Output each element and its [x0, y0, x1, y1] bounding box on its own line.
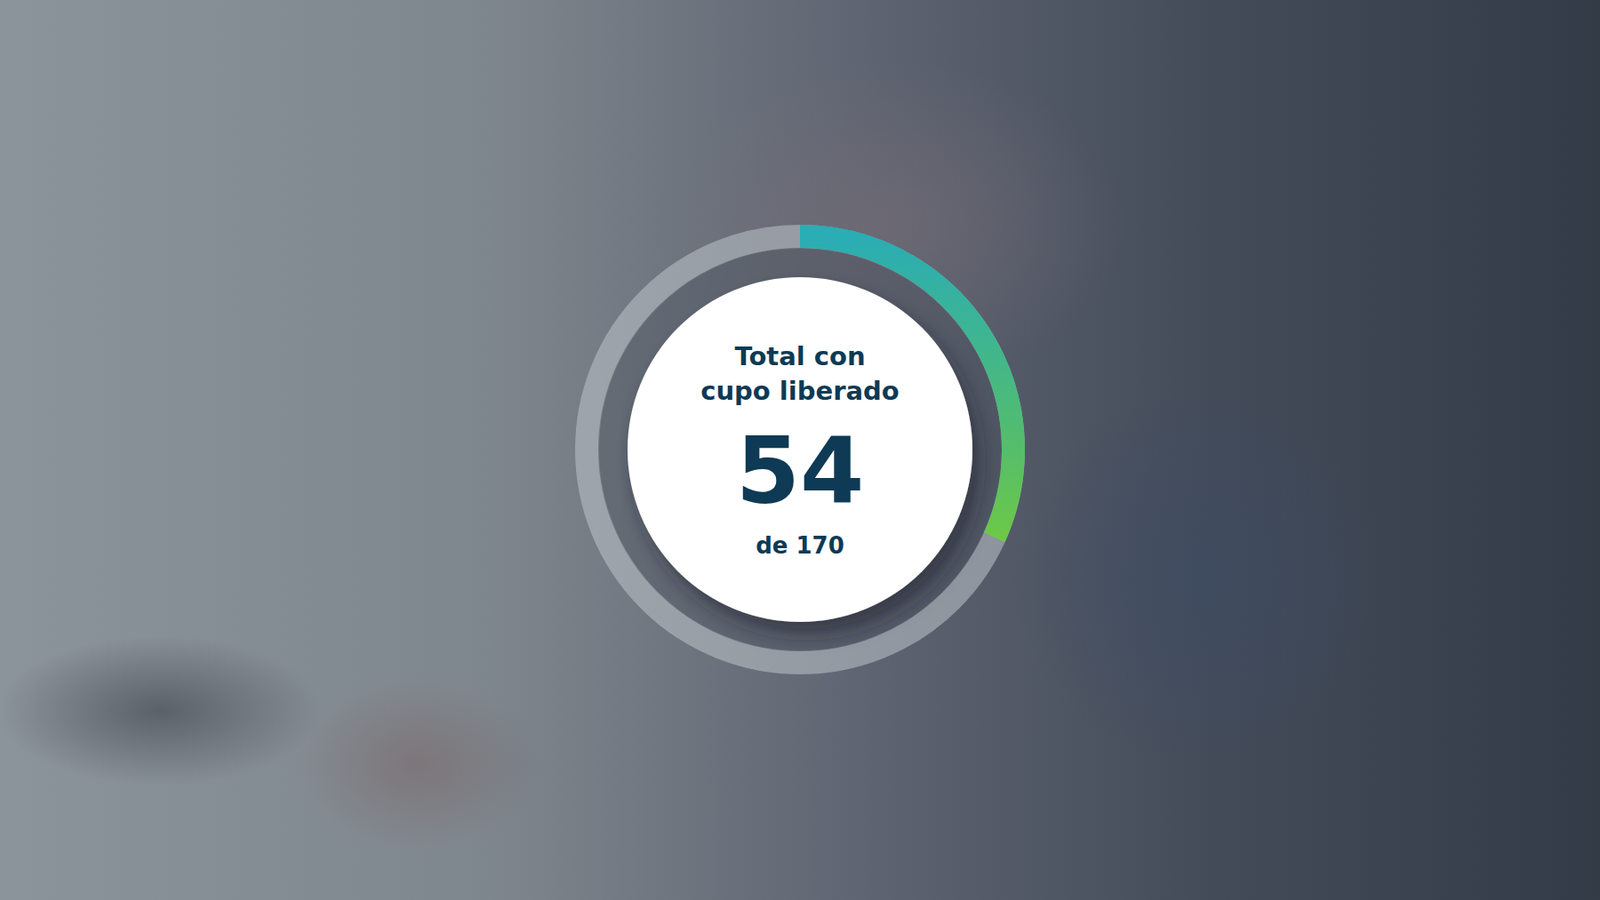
- title-line: Total con: [0, 339, 1600, 374]
- max-label: de 170: [0, 530, 1600, 561]
- value-number: 54: [0, 417, 1600, 525]
- stage: Total concupo liberado 54 de 170: [0, 0, 1600, 900]
- title-line: cupo liberado: [0, 374, 1600, 408]
